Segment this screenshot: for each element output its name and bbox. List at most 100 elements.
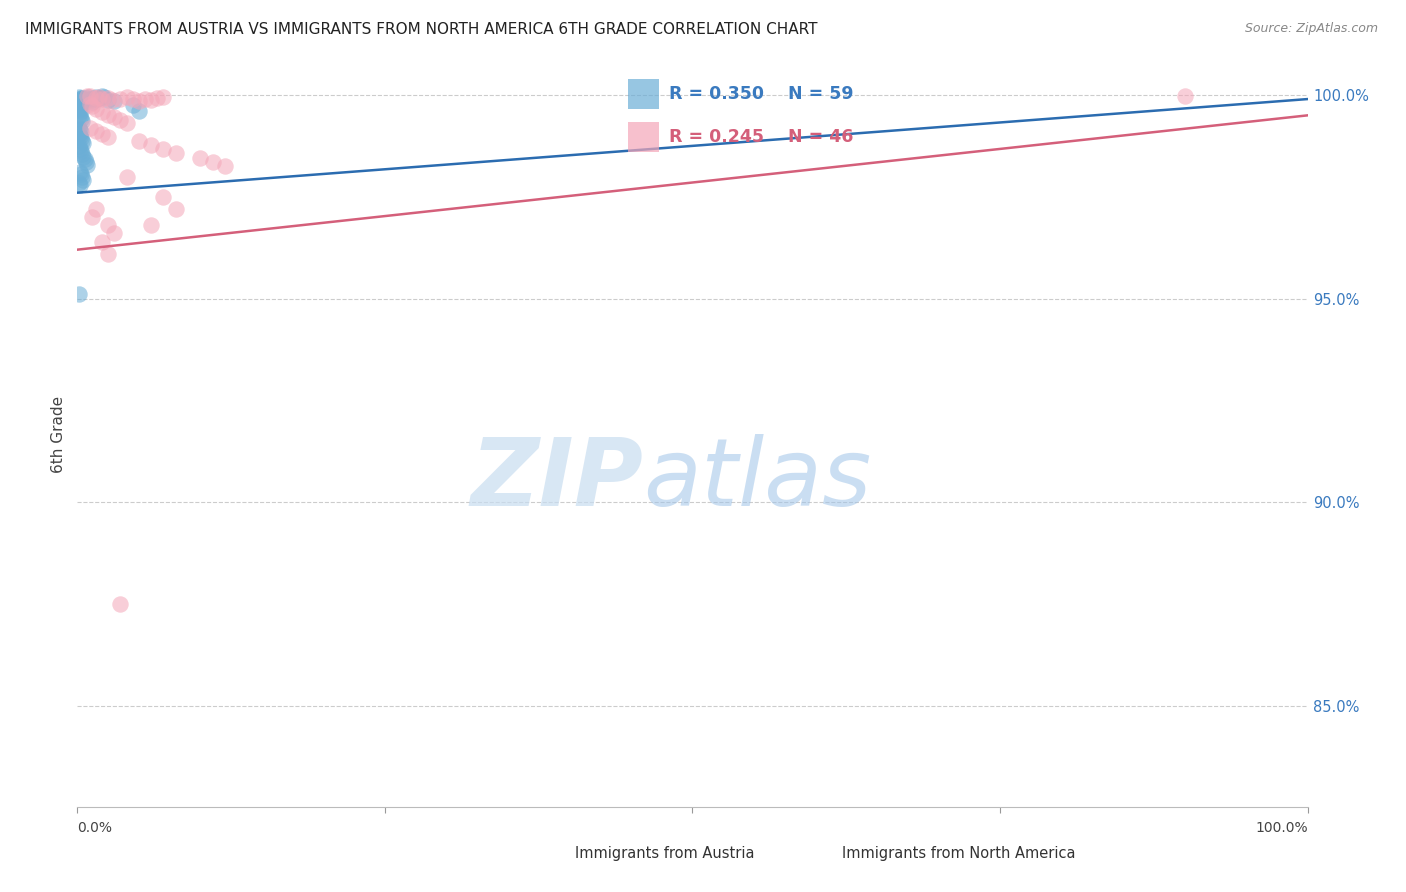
Point [90,235,114,249]
Point [69,178,91,193]
Point [72,150,94,164]
Point [115,90,138,104]
Point [128,104,150,119]
Point [70,91,93,105]
Point [76,158,98,172]
Point [70,147,93,161]
Point [69,102,91,116]
Point [90,127,114,141]
Point [67,108,90,122]
Point [97,246,120,260]
Point [69,93,91,107]
Point [201,155,224,169]
Point [128,134,150,148]
Point [90,92,114,106]
Point [69,128,91,143]
Point [72,136,94,150]
Point [89,90,111,104]
Point [76,92,98,106]
Point [70,170,93,185]
Point [67,287,90,301]
Point [134,92,156,106]
Text: 0.0%: 0.0% [77,821,112,835]
Point [84,89,107,103]
Point [84,124,107,138]
Point [89,91,111,105]
Point [97,129,120,144]
Text: Source: ZipAtlas.com: Source: ZipAtlas.com [1244,22,1378,36]
Point [152,89,174,103]
Point [90,89,114,103]
Point [69,92,91,106]
Point [67,176,90,190]
Point [69,142,91,156]
Text: atlas: atlas [644,434,872,525]
Y-axis label: 6th Grade: 6th Grade [51,396,66,474]
Point [67,120,90,135]
Point [79,120,101,135]
Point [165,145,187,160]
Bar [628,79,659,109]
Bar [628,122,659,152]
Point [115,170,138,185]
Point [80,93,103,107]
Point [70,95,93,110]
Point [73,93,96,107]
Point [97,219,120,233]
Point [75,155,97,169]
Point [77,90,100,104]
Text: R = 0.245    N = 46: R = 0.245 N = 46 [669,128,853,146]
Point [67,94,90,108]
Point [97,93,120,107]
Point [152,142,174,156]
Point [110,597,132,611]
Point [103,227,125,241]
Point [67,90,90,104]
Point [214,159,236,173]
Point [115,116,138,130]
Point [70,130,93,145]
Point [82,95,104,109]
Point [84,91,107,105]
Text: R = 0.350    N = 59: R = 0.350 N = 59 [669,85,853,103]
Point [141,219,163,233]
Point [82,91,104,105]
Point [69,122,91,136]
Point [86,92,108,106]
Point [70,114,93,128]
Point [70,134,93,148]
Point [75,91,97,105]
Point [84,202,107,216]
Point [84,102,107,116]
Point [70,97,93,112]
Point [190,151,212,165]
Point [79,93,101,107]
Point [76,88,98,103]
Text: IMMIGRANTS FROM AUSTRIA VS IMMIGRANTS FROM NORTH AMERICA 6TH GRADE CORRELATION C: IMMIGRANTS FROM AUSTRIA VS IMMIGRANTS FR… [25,22,818,37]
Point [72,92,94,106]
Point [70,112,93,127]
Point [101,93,124,107]
Point [72,94,94,108]
Point [121,98,143,112]
Point [70,125,93,139]
Text: Immigrants from Austria: Immigrants from Austria [575,847,755,861]
Point [141,93,163,107]
Point [70,91,93,105]
Point [69,111,91,125]
Point [69,165,91,179]
Text: Immigrants from North America: Immigrants from North America [842,847,1076,861]
Point [90,105,114,120]
Point [141,137,163,152]
Point [79,97,101,112]
Point [82,210,104,224]
Point [67,139,90,153]
Point [67,96,90,111]
Point [67,100,90,114]
Point [72,172,94,186]
Point [128,94,150,108]
Point [152,190,174,204]
Text: 100.0%: 100.0% [1256,821,1308,835]
Point [73,153,96,167]
Point [110,92,132,106]
